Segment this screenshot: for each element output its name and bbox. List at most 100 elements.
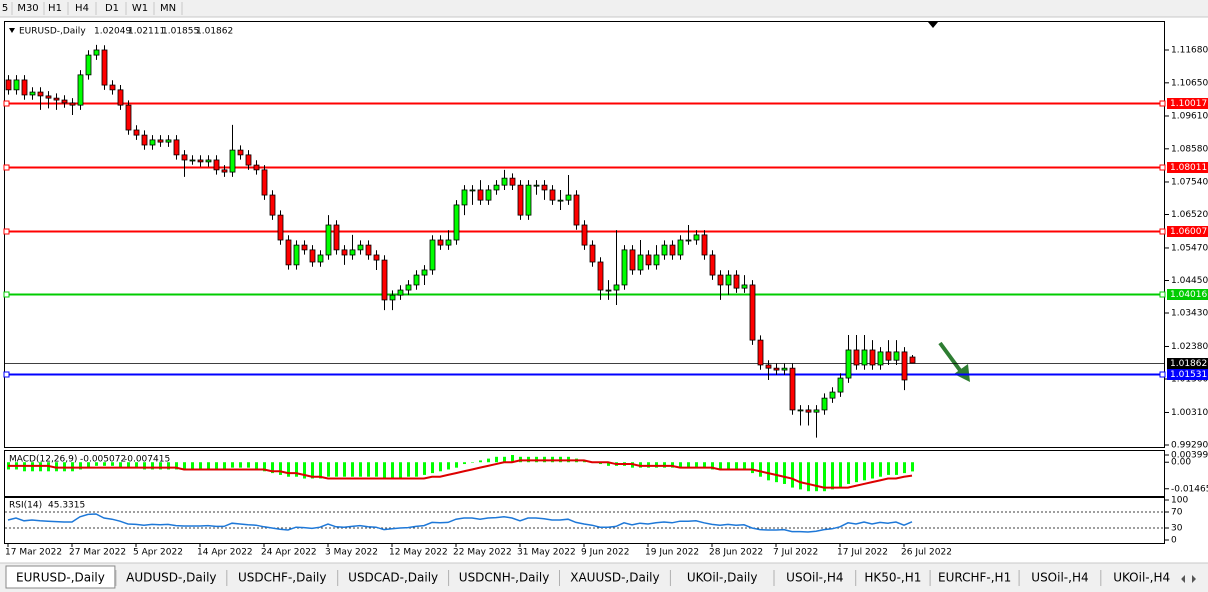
macd-bar [831,462,834,490]
timeframe-button[interactable]: M30 [17,2,45,15]
tab[interactable]: USOil-,H4 [1018,568,1100,586]
candle-body [181,154,188,161]
candle-body [757,339,764,366]
timeframe-button[interactable]: W1 [132,2,155,15]
timeframe-button[interactable]: MN [160,2,183,15]
level-anchor [1159,291,1166,298]
macd-signal-line [8,459,913,489]
macd-bar [151,462,154,470]
tab[interactable]: EURUSD-,Daily [5,565,116,589]
tab[interactable]: XAUUSD-,Daily [559,568,670,586]
tab-label: EURUSD-,Daily [16,571,105,585]
level-tag-label: 1.08011 [1170,163,1207,173]
macd-bar [327,462,330,477]
level-anchor [3,371,10,378]
level-tag [1167,369,1208,380]
timeframe-label: H4 [75,3,89,14]
level-tag-label: 1.04016 [1170,290,1207,300]
macd-bar [239,462,242,468]
candle-body [517,184,524,216]
candle-body [205,159,212,163]
rsi-tick-label: 100 [1171,496,1188,506]
macd-bar [407,462,410,477]
tab[interactable]: USDCAD-,Daily [337,568,448,586]
candle-body [445,239,452,246]
timeframe-button[interactable]: D1 [105,2,127,15]
candle-body [477,189,484,201]
candle-body [341,249,348,256]
tab[interactable]: UKOil-,Daily [669,568,773,586]
macd-panel [4,450,1165,497]
price-tick-label: 1.03430 [1171,309,1208,319]
tab[interactable]: USDCNH-,Daily [448,568,559,586]
macd-bar [783,462,786,484]
tab-background [931,568,1019,586]
macd-bar [175,462,178,470]
macd-bar [735,462,738,470]
tab[interactable]: UKOil-,H4 [1100,568,1182,586]
price-tick-label: 1.11680 [1171,45,1208,55]
date-label: 26 Jul 2022 [901,548,952,558]
tab-scroll-left[interactable] [1181,575,1185,583]
candle-body [5,79,12,91]
candle-body [29,91,36,96]
macd-bar [279,462,282,475]
tab-label: USOil-,H4 [786,571,843,585]
price-tick-label: 1.10650 [1171,78,1208,88]
date-label: 27 Mar 2022 [69,548,126,558]
candle-body [421,269,428,276]
macd-bar [135,462,138,468]
rsi-label: RSI(14) [9,501,42,511]
tab[interactable]: EURCHF-,H1 [929,568,1019,586]
tab-label: AUDUSD-,Daily [126,571,216,585]
price-tick-label: 1.04450 [1171,276,1208,286]
candle-body [141,134,148,146]
tab-label: UKOil-,Daily [687,571,758,585]
timeframe-button[interactable]: 5 [2,2,13,15]
timeframe-button[interactable]: H1 [48,2,69,15]
candle-body [213,159,220,171]
macd-bar [847,462,850,484]
tab-background [449,568,559,586]
timeframe-button[interactable]: H4 [75,2,97,15]
candle-body [309,249,316,263]
date-label: 5 Apr 2022 [133,548,183,558]
candle-body [437,239,444,246]
tab[interactable]: USDCHF-,Daily [226,568,337,586]
price-tick-label: 1.07540 [1171,177,1208,187]
macd-bar [367,462,370,477]
candle-body [461,189,468,206]
rsi-panel [4,497,1165,544]
level-anchor [1159,371,1166,378]
candle-body [349,249,356,256]
candle-body [469,189,476,192]
ohlc-value: 1.01855 [162,27,199,37]
candle-body [709,254,716,276]
candle-body [685,239,692,242]
candle-body [781,367,788,371]
tab[interactable]: HK50-,H1 [855,568,930,586]
candle-body [373,254,380,261]
macd-bar [767,462,770,481]
current-price-tag [1167,358,1208,369]
candle-body [69,102,76,106]
macd-bar [823,462,826,492]
tab[interactable]: AUDUSD-,Daily [115,568,226,586]
price-tick-label: 1.06520 [1171,210,1208,220]
timeframe-label: MN [160,3,176,14]
tab-background [1101,568,1182,586]
candle-body [613,284,620,291]
macd-bar [359,462,362,477]
rsi-tick-label: 70 [1171,508,1183,518]
candle-body [797,409,804,412]
rsi-tick-label: 30 [1171,524,1183,534]
level-anchor [1159,100,1166,107]
candle-body [549,189,556,201]
candle-body [501,177,508,186]
candle-body [245,154,252,166]
tab-scroll-right[interactable] [1192,575,1196,583]
tab[interactable]: USOil-,H4 [773,568,855,586]
macd-bar [295,462,298,477]
macd-bar [799,462,802,490]
candle-body [805,409,812,413]
